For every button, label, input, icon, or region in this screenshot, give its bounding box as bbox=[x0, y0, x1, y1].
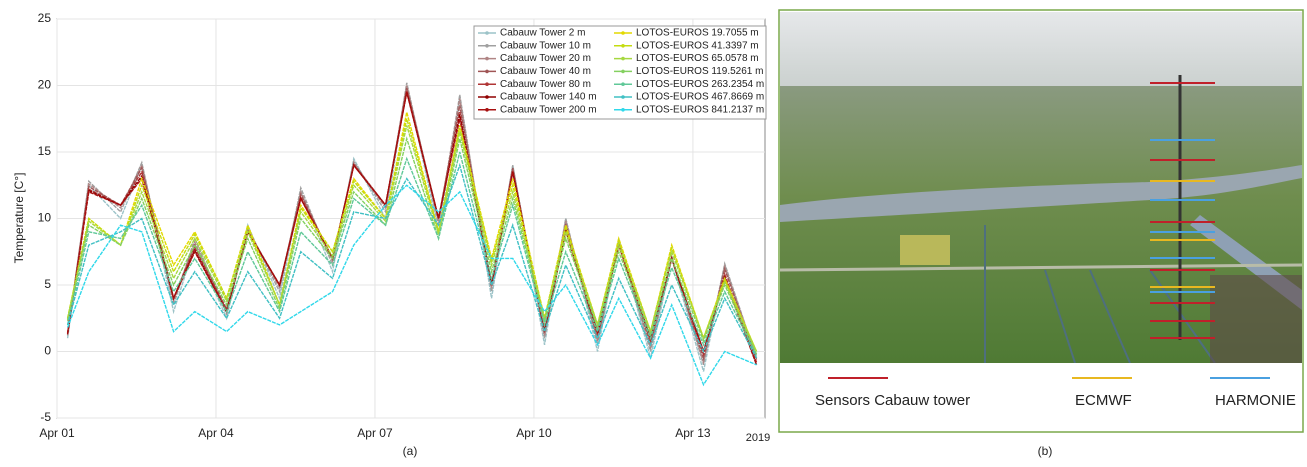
river bbox=[780, 165, 1302, 222]
field bbox=[900, 235, 950, 265]
x-tick-label: Apr 10 bbox=[516, 426, 552, 440]
photo: Sensors Cabauw tower ECMWF HARMONIE bbox=[778, 9, 1304, 433]
legend-marker bbox=[485, 108, 489, 112]
legend-label: Cabauw Tower 200 m bbox=[500, 104, 597, 115]
legend-marker bbox=[621, 56, 625, 61]
legend-marker bbox=[621, 44, 625, 48]
legend-marker bbox=[621, 82, 625, 86]
road bbox=[779, 263, 1303, 272]
harmonie-levels bbox=[1150, 139, 1215, 293]
y-tick-label: 5 bbox=[44, 277, 51, 291]
y-tick-label: 10 bbox=[38, 211, 52, 225]
legend-marker bbox=[621, 31, 625, 35]
series-line bbox=[66, 85, 758, 372]
y-axis-label: Temperature [C°] bbox=[12, 173, 26, 264]
series-line bbox=[66, 136, 758, 355]
legend-label: Sensors Cabauw tower bbox=[815, 392, 970, 409]
legend-label: LOTOS-EUROS 65.0578 m bbox=[636, 53, 759, 64]
legend-marker bbox=[485, 95, 489, 99]
x-tick-label: Apr 01 bbox=[39, 426, 75, 440]
legend-label: Cabauw Tower 80 m bbox=[500, 79, 591, 90]
legend-label: Cabauw Tower 20 m bbox=[500, 53, 591, 64]
legend-marker bbox=[485, 31, 489, 35]
x-tick-label: Apr 04 bbox=[198, 426, 234, 440]
legend-label: HARMONIE bbox=[1215, 392, 1296, 409]
ditches bbox=[984, 225, 1216, 364]
y-tick-label: 20 bbox=[38, 78, 52, 92]
series-line bbox=[66, 162, 758, 359]
y-tick-label: 0 bbox=[44, 344, 51, 358]
legend-marker bbox=[621, 69, 625, 74]
sky bbox=[780, 12, 1302, 92]
legend-label: LOTOS-EUROS 19.7055 m bbox=[636, 28, 759, 39]
series-line bbox=[66, 151, 758, 356]
ecmwf-levels bbox=[1150, 180, 1215, 288]
series-line bbox=[66, 118, 758, 352]
legend-marker bbox=[621, 95, 625, 99]
legend-label: Cabauw Tower 40 m bbox=[500, 66, 591, 77]
series-line bbox=[66, 111, 758, 352]
legend-label: LOTOS-EUROS 119.5261 m bbox=[636, 66, 763, 77]
x-tick-label: Apr 13 bbox=[675, 426, 711, 440]
legend-label: Cabauw Tower 10 m bbox=[500, 40, 591, 51]
series-line bbox=[66, 184, 757, 387]
caption: (a) bbox=[403, 444, 418, 458]
legend-marker bbox=[621, 108, 625, 112]
y-tick-label: -5 bbox=[40, 410, 51, 424]
photo-legend-area bbox=[780, 363, 1302, 431]
legend-marker bbox=[485, 69, 489, 74]
legend-label: LOTOS-EUROS 41.3397 m bbox=[636, 40, 759, 51]
series-line bbox=[66, 85, 758, 365]
series-line bbox=[66, 125, 758, 352]
legend-label: Cabauw Tower 2 m bbox=[500, 28, 585, 39]
legend-label: LOTOS-EUROS 841.2137 m bbox=[636, 104, 764, 115]
legend-label: LOTOS-EUROS 467.8669 m bbox=[636, 92, 764, 103]
legend-label: Cabauw Tower 140 m bbox=[500, 92, 597, 103]
legend-marker bbox=[485, 82, 489, 86]
legend-label: LOTOS-EUROS 263.2354 m bbox=[636, 79, 764, 90]
legend-label: ECMWF bbox=[1075, 392, 1132, 409]
caption: (b) bbox=[1038, 444, 1053, 458]
y-tick-label: 25 bbox=[38, 11, 52, 25]
legend-marker bbox=[485, 44, 489, 48]
legend-marker bbox=[485, 56, 489, 61]
x-tick-label: Apr 07 bbox=[357, 426, 393, 440]
y-tick-label: 15 bbox=[38, 144, 52, 158]
x-axis-year: 2019 bbox=[746, 432, 770, 444]
tower-sensor-levels bbox=[1150, 82, 1215, 339]
field bbox=[1210, 275, 1302, 363]
legend-box bbox=[473, 25, 767, 120]
